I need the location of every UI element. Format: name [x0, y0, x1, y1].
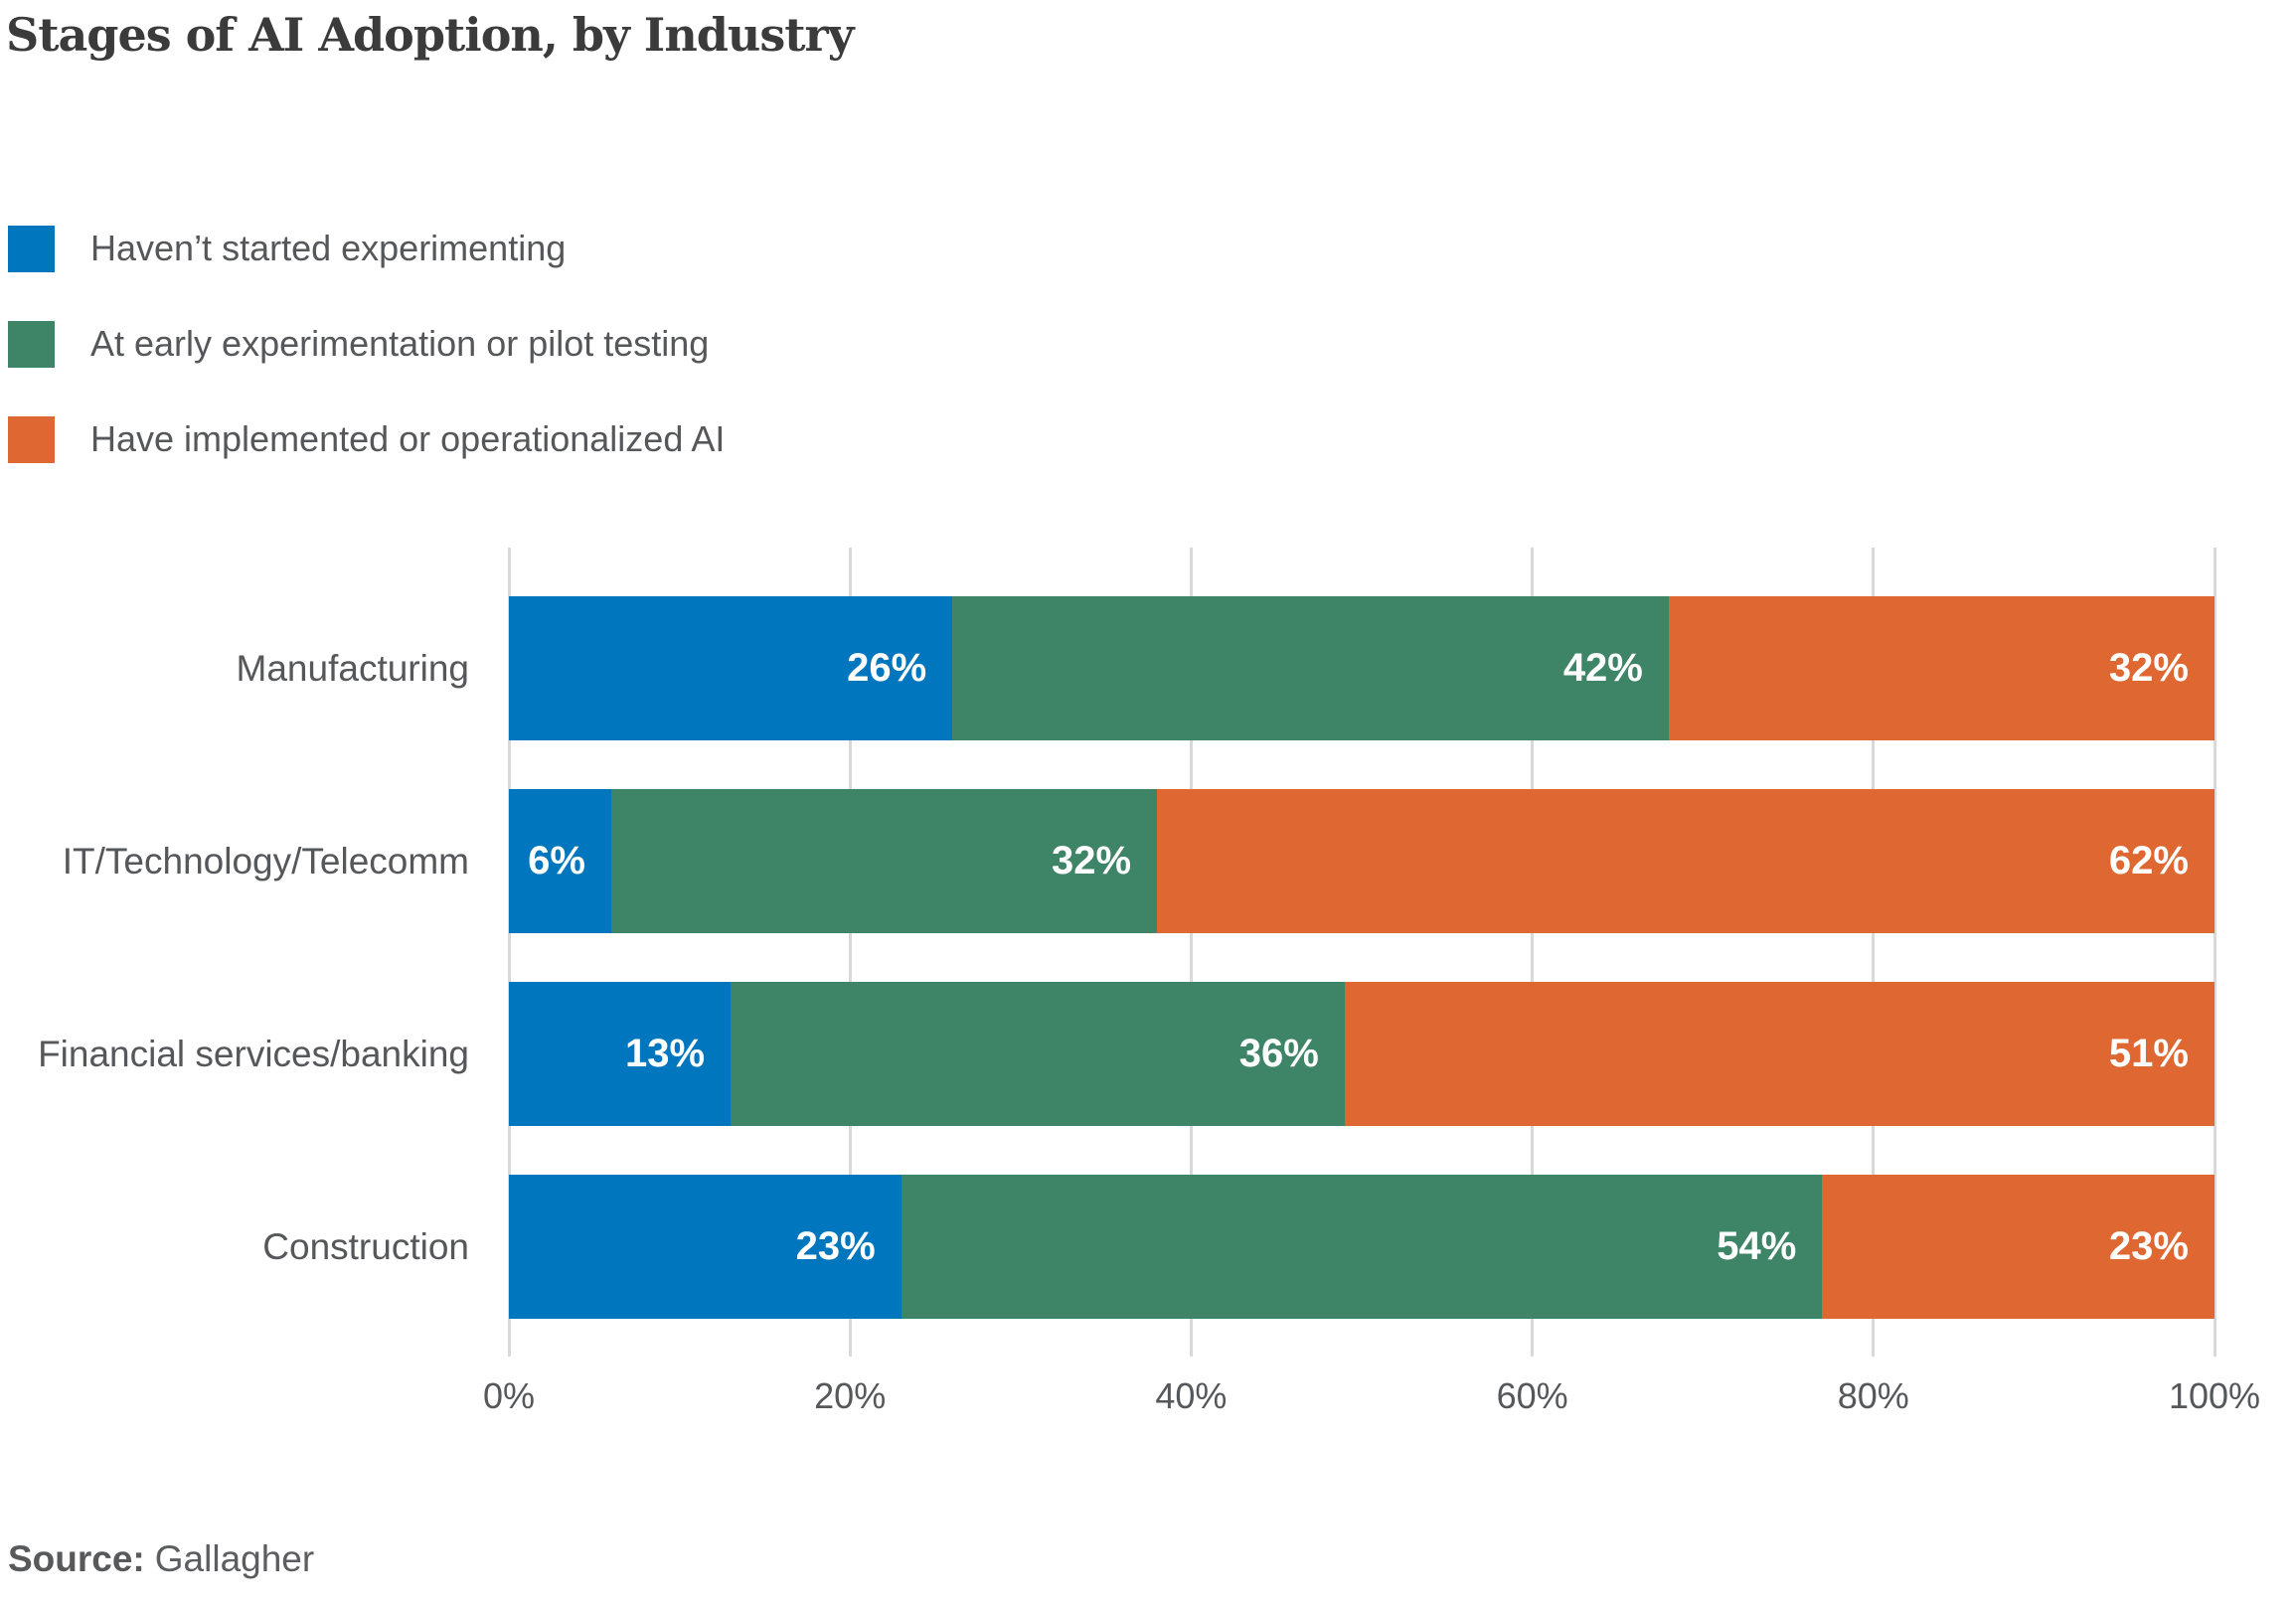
bar-segment: 6%	[509, 789, 611, 933]
legend-item-1: At early experimentation or pilot testin…	[8, 320, 725, 368]
bar-segment: 23%	[1822, 1175, 2214, 1319]
plot-area: 26% 42% 32% 6% 32% 62% 13% 36% 51% 23% 54% 23%	[507, 548, 2216, 1357]
gridline	[507, 548, 511, 1343]
segment-value-label: 32%	[1052, 839, 1132, 882]
legend-item-0: Haven’t started experimenting	[8, 225, 725, 272]
source-line: Source: Gallagher	[8, 1538, 314, 1580]
legend-swatch	[8, 320, 55, 368]
source-label: Source:	[8, 1538, 145, 1579]
segment-value-label: 23%	[795, 1224, 876, 1268]
gridline	[848, 548, 852, 1343]
legend: Haven’t started experimenting At early ex…	[8, 225, 725, 511]
x-axis-label: 60%	[1496, 1375, 1568, 1416]
segment-value-label: 54%	[1717, 1224, 1797, 1268]
bar-row: 13% 36% 51%	[509, 982, 2214, 1126]
x-axis-label: 0%	[482, 1375, 536, 1416]
bar-row: 6% 32% 62%	[509, 789, 2214, 933]
category-label: Manufacturing	[236, 648, 469, 689]
legend-swatch	[8, 415, 55, 463]
category-labels: Manufacturing IT/Technology/Telecomm Finan…	[0, 548, 469, 1343]
bar-segment: 32%	[610, 789, 1158, 933]
legend-swatch	[8, 225, 55, 272]
gridline	[1531, 548, 1535, 1343]
legend-item-2: Have implemented or operationalized AI	[8, 415, 725, 463]
legend-label: At early experimentation or pilot testin…	[90, 323, 710, 364]
x-axis-label: 100%	[2168, 1375, 2261, 1416]
category-label: Financial services/banking	[38, 1034, 469, 1074]
bar-segment: 36%	[731, 982, 1345, 1126]
bar-segment: 23%	[509, 1175, 902, 1319]
bar-segment: 54%	[901, 1175, 1823, 1319]
segment-value-label: 32%	[2108, 646, 2189, 690]
axis-tick	[848, 1343, 852, 1357]
legend-label: Haven’t started experimenting	[90, 228, 567, 268]
segment-value-label: 26%	[847, 646, 927, 690]
bar-segment: 62%	[1157, 789, 2214, 933]
x-axis-label: 20%	[814, 1375, 887, 1416]
axis-tick	[1531, 1343, 1535, 1357]
segment-value-label: 51%	[2108, 1032, 2189, 1075]
x-axis: 0% 20% 40% 60% 80% 100%	[483, 1375, 2260, 1425]
bar-row: 23% 54% 23%	[509, 1175, 2214, 1319]
segment-value-label: 13%	[625, 1032, 706, 1075]
category-label: Construction	[262, 1226, 469, 1267]
bar-row: 26% 42% 32%	[509, 596, 2214, 740]
source-value: Gallagher	[154, 1538, 315, 1579]
axis-tick	[2213, 1343, 2216, 1357]
axis-tick	[1189, 1343, 1193, 1357]
segment-value-label: 42%	[1562, 646, 1643, 690]
bar-segment: 51%	[1344, 982, 2214, 1126]
bar-segment: 42%	[952, 596, 1669, 740]
segment-value-label: 23%	[2108, 1224, 2189, 1268]
category-label: IT/Technology/Telecomm	[62, 841, 469, 882]
legend-label: Have implemented or operationalized AI	[90, 418, 726, 459]
axis-tick	[1872, 1343, 1876, 1357]
bar-segment: 32%	[1668, 596, 2214, 740]
gridline	[1872, 548, 1876, 1343]
gridline	[2213, 548, 2216, 1343]
segment-value-label: 36%	[1238, 1032, 1319, 1075]
gridline	[1189, 548, 1193, 1343]
segment-value-label: 62%	[2108, 839, 2189, 882]
segment-value-label: 6%	[528, 839, 585, 882]
x-axis-label: 40%	[1155, 1375, 1228, 1416]
chart-title: Stages of AI Adoption, by Industry	[6, 8, 854, 62]
bar-segment: 26%	[509, 596, 953, 740]
x-axis-label: 80%	[1837, 1375, 1909, 1416]
bar-segment: 13%	[509, 982, 732, 1126]
axis-tick	[507, 1343, 511, 1357]
